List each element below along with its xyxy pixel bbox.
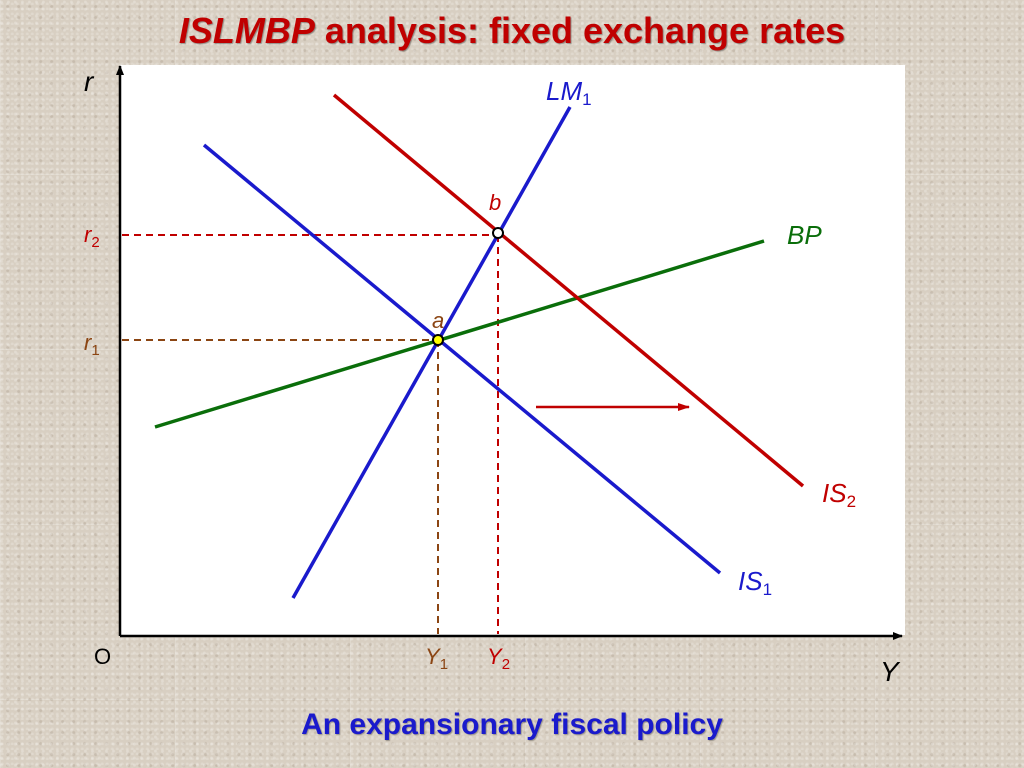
y1-tick-main: Y bbox=[425, 644, 441, 669]
is1-label: IS1 bbox=[738, 566, 772, 599]
lm1-label: LM1 bbox=[546, 76, 592, 109]
y2-tick-sub: 2 bbox=[502, 656, 510, 673]
r1-tick-sub: 1 bbox=[91, 342, 99, 359]
r2-tick-label: r2 bbox=[84, 222, 100, 251]
y-axis-label: r bbox=[84, 66, 95, 97]
is1-label-sub: 1 bbox=[763, 580, 772, 599]
equilibrium-point-a bbox=[432, 334, 444, 346]
caption: An expansionary fiscal policy bbox=[301, 708, 723, 741]
lm1-label-main: LM bbox=[546, 76, 582, 106]
origin-label: O bbox=[94, 644, 111, 669]
y1-tick-label: Y1 bbox=[425, 644, 448, 673]
title-emphasis: ISLMBP bbox=[178, 10, 315, 51]
plot-area bbox=[120, 65, 905, 635]
slide-title: ISLMBP analysis: fixed exchange rates bbox=[0, 10, 1024, 52]
x-axis-label: Y bbox=[880, 656, 901, 687]
y1-tick-sub: 1 bbox=[440, 656, 448, 673]
bp-label: BP bbox=[787, 220, 822, 250]
r1-tick-main: r bbox=[84, 330, 93, 355]
is2-label-sub: 2 bbox=[847, 492, 856, 511]
lm1-curve bbox=[291, 106, 572, 599]
is1-label-main: IS bbox=[738, 566, 763, 596]
point-b-label: b bbox=[489, 190, 501, 215]
point-a-label: a bbox=[432, 308, 444, 333]
title-rest: analysis: fixed exchange rates bbox=[324, 10, 846, 51]
r1-tick-label: r1 bbox=[84, 330, 100, 359]
r2-tick-sub: 2 bbox=[91, 234, 99, 251]
is2-label: IS2 bbox=[822, 478, 856, 511]
lm1-label-sub: 1 bbox=[582, 90, 591, 109]
equilibrium-point-b bbox=[492, 227, 504, 239]
y2-tick-main: Y bbox=[487, 644, 503, 669]
r2-tick-main: r bbox=[84, 222, 93, 247]
is2-curve bbox=[332, 93, 805, 488]
y2-tick-label: Y2 bbox=[487, 644, 510, 673]
bp-curve bbox=[154, 239, 765, 429]
is2-label-main: IS bbox=[822, 478, 847, 508]
is1-curve bbox=[202, 143, 722, 575]
